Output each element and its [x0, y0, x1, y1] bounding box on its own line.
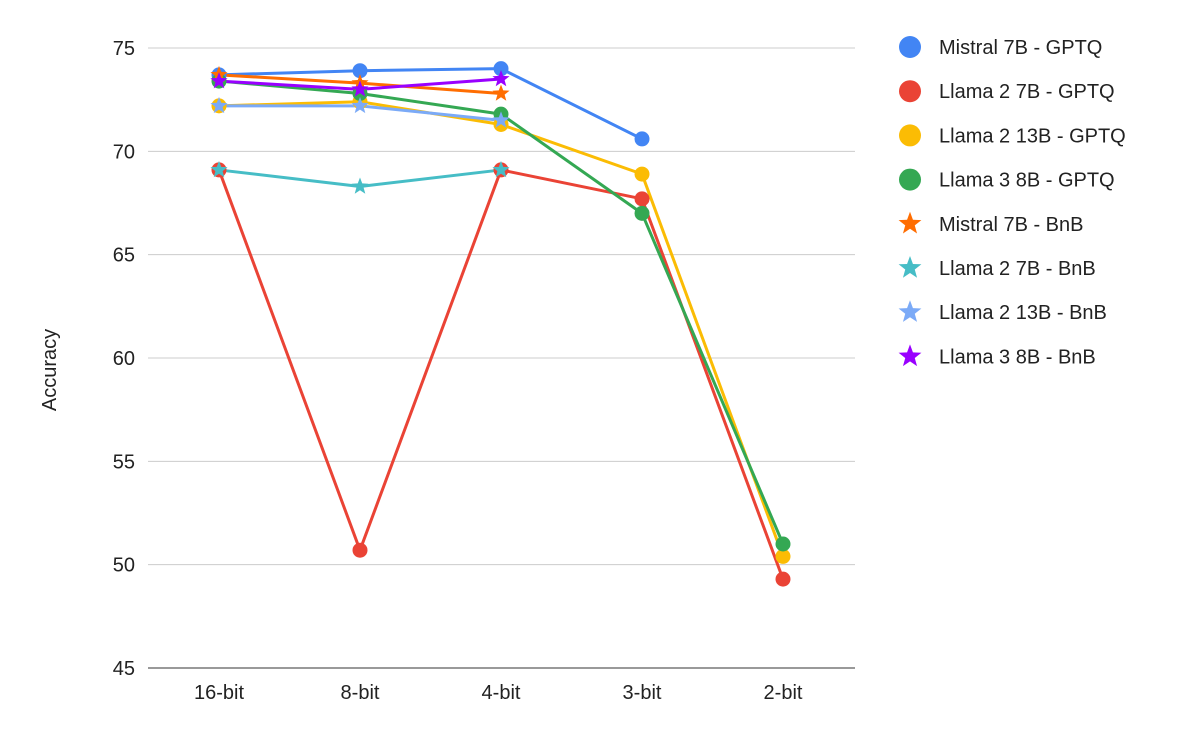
x-tick-label: 4-bit: [482, 682, 521, 704]
y-tick-label: 45: [113, 658, 135, 680]
data-point: [210, 160, 228, 178]
legend-label: Llama 3 8B - BnB: [939, 346, 1096, 368]
series-path: [217, 168, 785, 581]
legend: Mistral 7B - GPTQ Llama 2 7B - GPTQ Llama …: [898, 36, 1126, 368]
x-tick-label: 8-bit: [341, 682, 380, 704]
y-tick-label: 60: [113, 348, 135, 370]
data-point: [352, 542, 368, 558]
data-point: [351, 80, 369, 97]
data-point: [492, 84, 510, 101]
series-path: [217, 67, 644, 141]
legend-item: Llama 2 13B - GPTQ: [899, 124, 1126, 147]
legend-item: Llama 2 7B - GPTQ: [899, 80, 1115, 103]
y-axis-title: Accuracy: [39, 329, 61, 411]
gridlines: [148, 47, 855, 669]
legend-marker: [899, 168, 921, 191]
data-point: [775, 536, 791, 552]
data-point: [634, 205, 650, 221]
legend-marker: [898, 344, 922, 367]
legend-marker: [898, 300, 922, 322]
series-markers: [210, 61, 791, 587]
data-point: [775, 548, 791, 564]
x-tick-label: 2-bit: [764, 682, 803, 704]
legend-label: Llama 2 7B - BnB: [939, 258, 1096, 280]
series-line: [217, 79, 785, 546]
data-point: [492, 160, 510, 178]
series-lines: [210, 61, 791, 587]
data-point: [351, 96, 369, 114]
x-axis-tick-labels: 16-bit 8-bit 4-bit 3-bit 2-bit: [194, 682, 803, 704]
legend-marker: [898, 211, 922, 234]
data-point: [634, 131, 650, 147]
legend-label: Llama 2 13B - BnB: [939, 302, 1107, 324]
data-point: [775, 571, 791, 587]
legend-label: Llama 2 7B - GPTQ: [939, 81, 1115, 103]
y-tick-label: 55: [113, 451, 135, 473]
x-tick-label: 3-bit: [623, 682, 662, 704]
data-point: [634, 166, 650, 182]
legend-marker: [898, 256, 922, 278]
legend-item: Mistral 7B - BnB: [898, 211, 1083, 236]
legend-marker: [899, 36, 921, 58]
data-point: [492, 111, 510, 128]
legend-item: Mistral 7B - GPTQ: [899, 36, 1102, 59]
x-tick-label: 16-bit: [194, 682, 244, 704]
series-line: [217, 168, 785, 581]
legend-label: Llama 2 13B - GPTQ: [939, 125, 1126, 147]
y-axis-tick-labels: 45 50 55 60 65 70 75: [113, 38, 135, 680]
series-line: [217, 67, 644, 141]
y-tick-label: 50: [113, 555, 135, 577]
legend-label: Mistral 7B - GPTQ: [939, 37, 1102, 59]
series-path: [217, 79, 785, 546]
data-point: [352, 63, 368, 79]
data-point: [210, 72, 228, 89]
legend-marker: [899, 80, 921, 103]
legend-item: Llama 3 8B - GPTQ: [899, 168, 1115, 192]
y-tick-label: 75: [113, 38, 135, 60]
data-point: [634, 191, 650, 207]
y-tick-label: 70: [113, 141, 135, 163]
data-point: [210, 96, 228, 114]
legend-item: Llama 3 8B - BnB: [898, 344, 1096, 368]
legend-item: Llama 2 13B - BnB: [898, 300, 1107, 324]
data-point: [351, 177, 369, 194]
y-tick-label: 65: [113, 245, 135, 267]
legend-label: Llama 3 8B - GPTQ: [939, 170, 1115, 192]
data-point: [492, 70, 510, 87]
legend-label: Mistral 7B - BnB: [939, 214, 1083, 236]
data-point: [493, 61, 509, 77]
legend-item: Llama 2 7B - BnB: [898, 256, 1096, 280]
legend-marker: [899, 124, 921, 147]
